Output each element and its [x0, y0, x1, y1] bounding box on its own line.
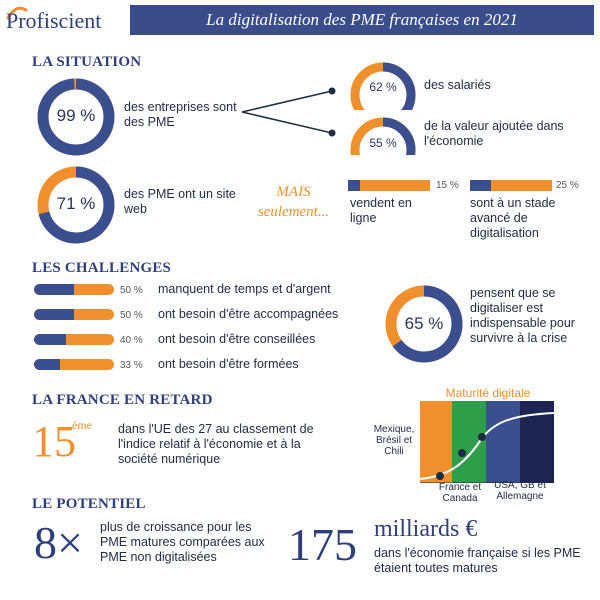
page-title: La digitalisation des PME françaises en … — [206, 10, 518, 29]
donut-62-label: 62 % — [369, 80, 397, 94]
potentiel-text-2: dans l'économie française si les PME éta… — [374, 546, 581, 575]
challenge-bar-2-fill — [34, 309, 74, 320]
bar-25-label: 25 % — [556, 180, 579, 191]
donut-55 — [350, 117, 416, 155]
stat3-text: de la valeur ajoutée dans l'économie — [424, 119, 564, 148]
section-title-retard: LA FRANCE EN RETARD — [32, 392, 213, 408]
mais-text: MAIS seulement... — [257, 184, 330, 220]
stat2-text: des salariés — [424, 78, 491, 92]
challenge-label-4: 33 % — [120, 360, 143, 371]
donut-71 — [37, 166, 115, 244]
logo-text: Profiscient — [6, 8, 102, 33]
maturity-title: Maturité digitale — [445, 386, 531, 400]
challenge-bar-4-fill — [34, 359, 61, 370]
section-title-challenges: LES CHALLENGES — [32, 260, 172, 276]
maturity-diagram — [420, 401, 554, 483]
section-title-situation: LA SITUATION — [32, 54, 142, 70]
challenge-bar-3 — [34, 334, 114, 345]
challenge-bar-4 — [34, 359, 114, 370]
rank-number: 15 — [32, 417, 76, 466]
stat6-text: sont à un stade avancé de digitalisation — [470, 196, 556, 240]
donut-71-label: 71 % — [56, 194, 96, 213]
donut-99 — [37, 78, 115, 156]
donut-99-label: 99 % — [56, 106, 96, 125]
bar-15-fill — [348, 180, 361, 191]
header: Profiscient La digitalisation des PME fr… — [0, 0, 600, 40]
bar-25-fill — [470, 180, 491, 191]
stat1-text: des entreprises sont des PME — [124, 100, 237, 129]
donut-62 — [350, 62, 416, 110]
bar-15-label: 15 % — [436, 180, 459, 191]
connector-lines — [241, 87, 336, 137]
rank-suffix: ème — [72, 418, 92, 432]
section-title-potentiel: LE POTENTIEL — [32, 496, 146, 512]
stat5-text: vendent en ligne — [350, 196, 412, 225]
challenge-bar-1-fill — [34, 284, 74, 295]
challenge-text-4: ont besoin d'être formées — [158, 357, 299, 371]
challenge-bar-3-fill — [34, 334, 66, 345]
bar-25 — [470, 180, 552, 191]
challenge-text-1: manquent de temps et d'argent — [158, 282, 331, 296]
bar-15 — [348, 180, 430, 191]
challenge-bar-1 — [34, 284, 114, 295]
title-banner: La digitalisation des PME françaises en … — [130, 5, 594, 35]
challenge-label-2: 50 % — [120, 310, 143, 321]
potentiel-text-1: plus de croissance pour les PME matures … — [100, 520, 265, 564]
rank-text: dans l'UE des 27 au classement de l'indi… — [118, 422, 314, 466]
donut-55-label: 55 % — [369, 136, 397, 150]
challenge-text-2: ont besoin d'être accompagnées — [158, 307, 339, 321]
maturity-label-usa: USA, GB et Allemagne — [494, 480, 546, 502]
donut-65 — [385, 285, 463, 363]
challenge-label-3: 40 % — [120, 335, 143, 346]
logo: Profiscient — [4, 4, 124, 36]
donut-65-text: pensent que se digitaliser est indispens… — [470, 286, 575, 345]
big-175-unit: milliards € — [374, 516, 478, 542]
stat4-text: des PME ont un site web — [124, 187, 236, 216]
maturity-label-mexique: Mexique, Brésil et Chili — [373, 424, 415, 457]
big-8x: 8× — [34, 517, 83, 568]
challenge-text-3: ont besoin d'être conseillées — [158, 332, 316, 346]
challenge-label-1: 50 % — [120, 285, 143, 296]
maturity-label-france: France et Canada — [438, 482, 482, 504]
donut-65-label: 65 % — [404, 314, 444, 333]
big-175: 175 — [288, 519, 357, 570]
challenge-bar-2 — [34, 309, 114, 320]
logo-arc-icon — [6, 6, 28, 20]
